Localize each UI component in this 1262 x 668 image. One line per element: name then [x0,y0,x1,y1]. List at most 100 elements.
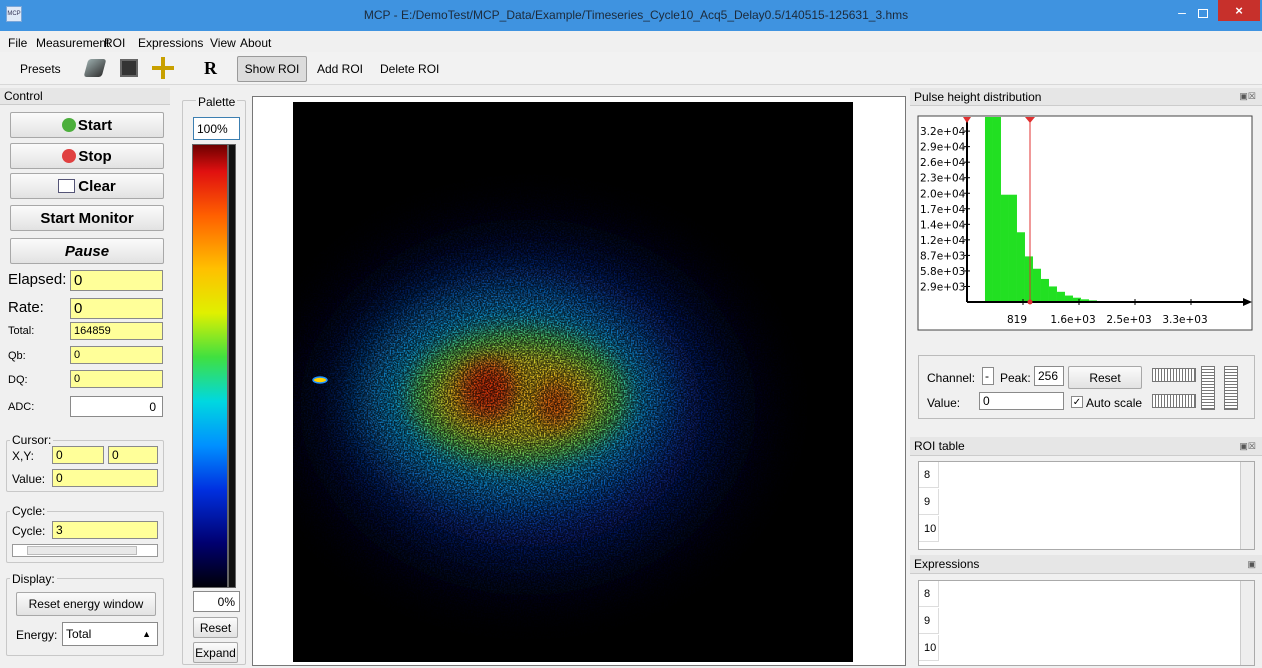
restore-button[interactable] [1198,9,1208,18]
add-roi-button[interactable]: Add ROI [317,62,363,76]
y-tick-label: 1.4e+04 [920,219,966,231]
save-icon[interactable] [120,59,138,77]
v-slider-2[interactable] [1224,366,1238,410]
palette-expand-button[interactable]: Expand [193,642,238,663]
x-tick-label: 3.3e+03 [1162,314,1207,326]
energy-combobox[interactable]: Total ▲ [62,622,158,646]
histogram-bar [1033,269,1041,302]
delete-roi-button[interactable]: Delete ROI [380,62,439,76]
palette-min-field: 0% [193,591,240,612]
y-tick-label: 1.7e+04 [920,204,966,216]
app-window: MCP MCP - E:/DemoTest/MCP_Data/Example/T… [0,0,1262,668]
y-tick-label: 8.7e+03 [920,250,965,262]
palette-gradient [192,144,228,588]
stop-button[interactable]: Stop [10,143,164,169]
clear-icon [58,179,75,193]
minimize-button[interactable]: – [1172,4,1192,24]
auto-scale-label[interactable]: Auto scale [1086,396,1142,410]
histogram-chart: 2.9e+035.8e+038.7e+031.2e+041.4e+041.7e+… [915,113,1255,333]
group-title: Cycle: [10,504,47,518]
pause-button[interactable]: Pause [10,238,164,264]
close-button[interactable]: × [1218,0,1260,21]
menu-item[interactable]: ROI [104,36,125,50]
expressions-scrollbar[interactable] [1240,581,1254,665]
histogram-bar [1057,292,1065,302]
y-tick-label: 2.0e+04 [920,188,966,200]
roi-scrollbar[interactable] [1240,462,1254,549]
cycle-scrollbar[interactable] [12,544,158,557]
y-tick-label: 2.9e+04 [920,142,966,154]
presets-button[interactable]: Presets [20,62,61,76]
show-roi-button[interactable]: Show ROI [237,56,307,82]
y-tick-label: 2.6e+04 [920,157,966,169]
panel-title: Control [4,89,43,103]
control-header: Control [0,88,170,105]
histogram-bar [1049,286,1057,302]
row-header: 8 [919,462,939,488]
toolbar [0,52,1262,85]
clear-button[interactable]: Clear [10,173,164,199]
menu-item[interactable]: About [240,36,271,50]
cursor-value-field: 0 [52,469,158,487]
cycle-field: 3 [52,521,158,539]
histogram-bar [1025,256,1033,302]
pulse-reset-button[interactable]: Reset [1068,366,1142,389]
y-tick-label: 3.2e+04 [920,126,966,138]
group-title: Display: [10,572,57,586]
palette-title: Palette [196,95,237,109]
v-slider-1[interactable] [1201,366,1215,410]
elapsed-field: 0 [70,270,163,291]
roi-header: ROI table▣☒ [910,437,1262,456]
panel-title: Expressions [914,557,979,571]
cursor-value-label: Value: [12,472,45,486]
reset-energy-button[interactable]: Reset energy window [16,592,156,616]
expressions-header: Expressions ▣ [910,555,1262,574]
x-tick-label: 1.6e+03 [1050,314,1095,326]
peak-label: Peak: [1000,371,1031,385]
start-monitor-button[interactable]: Start Monitor [10,205,164,231]
plot-background [918,116,1252,330]
speckle-noise [293,102,853,662]
dq-label: DQ: [8,374,28,386]
row-header: 9 [919,608,939,634]
energy-label: Energy: [16,628,57,642]
dock-icons[interactable]: ▣ [1247,559,1256,570]
h-slider-2[interactable] [1152,394,1196,408]
h-slider-1[interactable] [1152,368,1196,382]
menu-item[interactable]: Expressions [138,36,203,50]
histogram-bar [1001,195,1009,302]
palette-slider[interactable] [228,144,236,588]
row-header: 10 [919,635,939,661]
peak-field: 256 [1034,366,1064,386]
x-tick-label: 2.5e+03 [1106,314,1151,326]
menu-item[interactable]: View [210,36,236,50]
energy-value: Total [66,627,91,641]
dock-icons[interactable]: ▣☒ [1239,441,1256,452]
r-icon[interactable]: R [204,58,217,79]
start-icon [62,118,76,132]
histogram-bar [993,113,1001,302]
scroll-thumb[interactable] [27,546,137,555]
rate-label: Rate: [8,299,44,316]
start-label: Start [78,117,112,134]
auto-scale-checkbox[interactable]: ✓ [1071,396,1083,408]
palette-reset-button[interactable]: Reset [193,617,238,638]
y-tick-label: 1.2e+04 [920,235,966,247]
y-tick-label: 2.3e+04 [920,173,966,185]
adc-field: 0 [70,396,163,417]
qb-label: Qb: [8,350,26,362]
detector-image[interactable] [293,102,853,662]
channel-field: - [982,367,994,385]
rate-field: 0 [70,298,163,319]
menu-item[interactable]: Measurement [36,36,109,50]
x-tick-label: 819 [1007,314,1027,326]
crosshair-icon[interactable] [152,57,174,79]
stop-icon [62,149,76,163]
total-label: Total: [8,325,34,337]
combo-arrow: ▲ [142,629,151,639]
dock-icons[interactable]: ▣☒ [1239,91,1256,102]
panel-title: Pulse height distribution [914,90,1041,104]
elapsed-label: Elapsed: [8,271,66,288]
start-button[interactable]: Start [10,112,164,138]
menu-item[interactable]: File [8,36,27,50]
